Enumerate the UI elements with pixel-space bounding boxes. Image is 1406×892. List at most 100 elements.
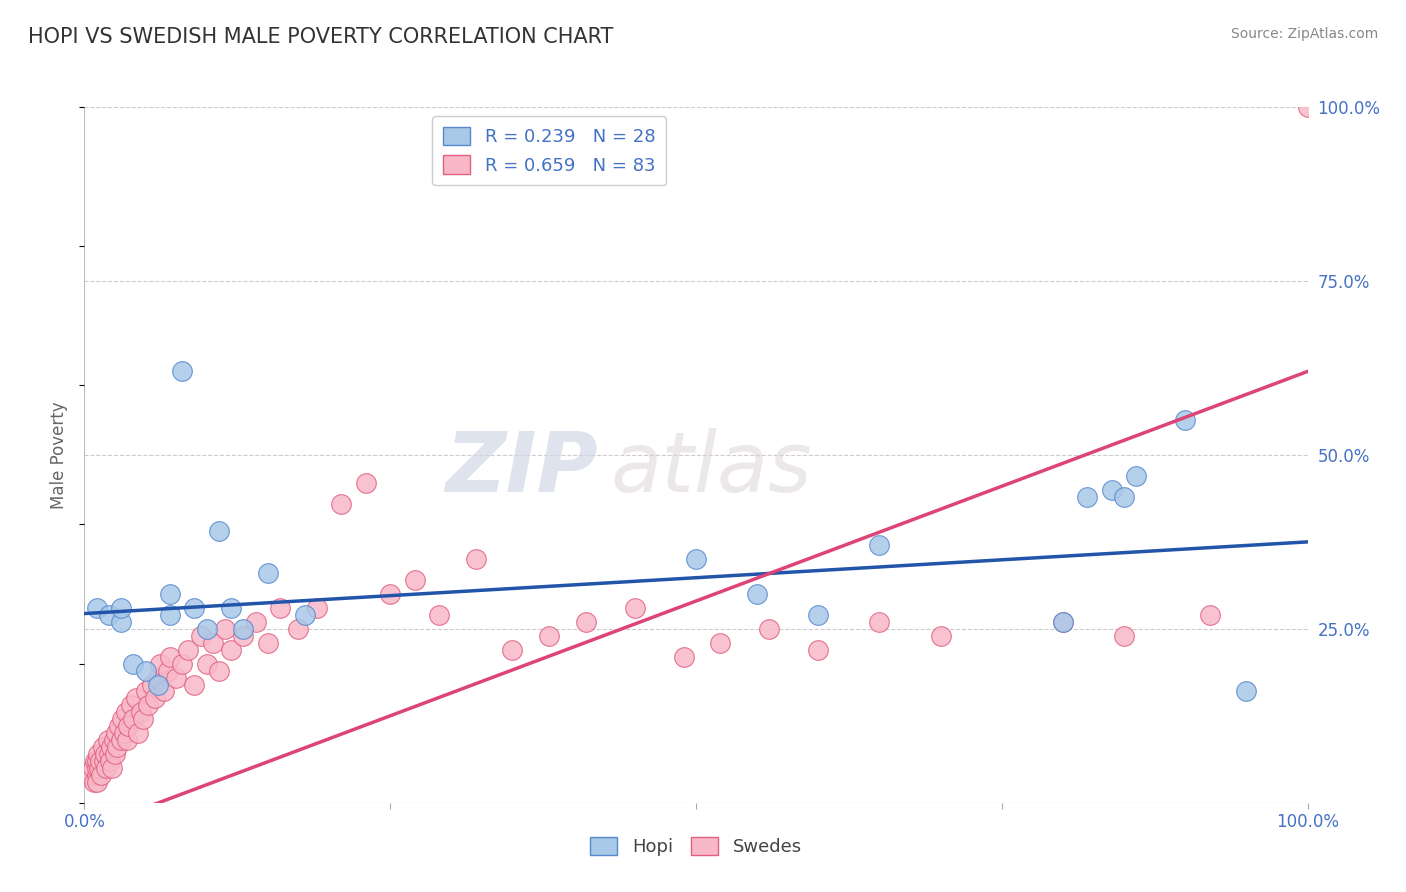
Point xyxy=(103,733,125,747)
Text: Source: ZipAtlas.com: Source: ZipAtlas.com xyxy=(1230,27,1378,41)
Point xyxy=(464,552,486,566)
Point xyxy=(84,754,107,768)
Point xyxy=(100,740,122,755)
Point xyxy=(201,636,224,650)
Point xyxy=(672,649,695,664)
Point xyxy=(758,622,780,636)
Point xyxy=(807,642,830,657)
Point xyxy=(115,706,138,720)
Point xyxy=(120,698,142,713)
Point xyxy=(305,601,328,615)
Point xyxy=(82,761,104,775)
Point xyxy=(86,754,108,768)
Point xyxy=(294,607,316,622)
Point xyxy=(89,754,111,768)
Point xyxy=(104,747,127,761)
Point xyxy=(146,677,169,691)
Point xyxy=(427,607,450,622)
Point xyxy=(86,768,108,782)
Point xyxy=(257,566,280,581)
Point xyxy=(1236,684,1258,698)
Point xyxy=(159,587,181,601)
Point xyxy=(107,719,129,733)
Point xyxy=(1052,615,1074,629)
Point xyxy=(86,601,108,615)
Point xyxy=(105,726,128,740)
Point xyxy=(1174,413,1197,427)
Point xyxy=(1296,100,1319,114)
Point xyxy=(122,712,145,726)
Point xyxy=(97,607,120,622)
Point xyxy=(79,768,101,782)
Point xyxy=(354,475,377,490)
Point xyxy=(86,761,108,775)
Point xyxy=(287,622,309,636)
Point xyxy=(1076,490,1098,504)
Point xyxy=(219,642,242,657)
Point xyxy=(149,657,172,671)
Point xyxy=(105,740,128,755)
Point xyxy=(257,636,280,650)
Point xyxy=(136,698,159,713)
Point xyxy=(747,587,769,601)
Point xyxy=(172,657,194,671)
Point xyxy=(1101,483,1123,497)
Text: HOPI VS SWEDISH MALE POVERTY CORRELATION CHART: HOPI VS SWEDISH MALE POVERTY CORRELATION… xyxy=(28,27,613,46)
Point xyxy=(380,587,402,601)
Point xyxy=(159,649,181,664)
Point xyxy=(165,671,187,685)
Point xyxy=(269,601,291,615)
Point xyxy=(1114,629,1136,643)
Point xyxy=(195,657,218,671)
Point xyxy=(219,601,242,615)
Point xyxy=(86,775,108,789)
Point xyxy=(94,747,117,761)
Point xyxy=(110,601,132,615)
Point xyxy=(110,615,132,629)
Point xyxy=(1114,490,1136,504)
Point xyxy=(97,747,120,761)
Point xyxy=(127,726,149,740)
Point xyxy=(90,768,112,782)
Point xyxy=(153,684,176,698)
Point xyxy=(97,733,120,747)
Point xyxy=(404,573,426,587)
Point xyxy=(110,733,132,747)
Point xyxy=(129,706,152,720)
Point xyxy=(538,629,561,643)
Point xyxy=(115,733,138,747)
Point xyxy=(195,622,218,636)
Point xyxy=(869,538,891,552)
Point xyxy=(214,622,236,636)
Point xyxy=(232,622,254,636)
Point xyxy=(156,664,179,678)
Point xyxy=(112,726,135,740)
Point xyxy=(159,607,181,622)
Text: atlas: atlas xyxy=(610,428,813,509)
Point xyxy=(135,684,157,698)
Point xyxy=(98,754,121,768)
Point xyxy=(208,524,231,539)
Point xyxy=(929,629,952,643)
Point xyxy=(87,761,110,775)
Point xyxy=(143,691,166,706)
Point xyxy=(330,497,353,511)
Point xyxy=(685,552,707,566)
Point xyxy=(125,691,148,706)
Point xyxy=(183,677,205,691)
Point xyxy=(1125,468,1147,483)
Point xyxy=(245,615,267,629)
Point xyxy=(709,636,731,650)
Point xyxy=(141,677,163,691)
Legend: Hopi, Swedes: Hopi, Swedes xyxy=(583,830,808,863)
Point xyxy=(502,642,524,657)
Point xyxy=(122,657,145,671)
Y-axis label: Male Poverty: Male Poverty xyxy=(51,401,69,508)
Point xyxy=(83,775,105,789)
Point xyxy=(190,629,212,643)
Point xyxy=(111,712,134,726)
Point xyxy=(807,607,830,622)
Point xyxy=(232,629,254,643)
Point xyxy=(117,719,139,733)
Point xyxy=(101,761,124,775)
